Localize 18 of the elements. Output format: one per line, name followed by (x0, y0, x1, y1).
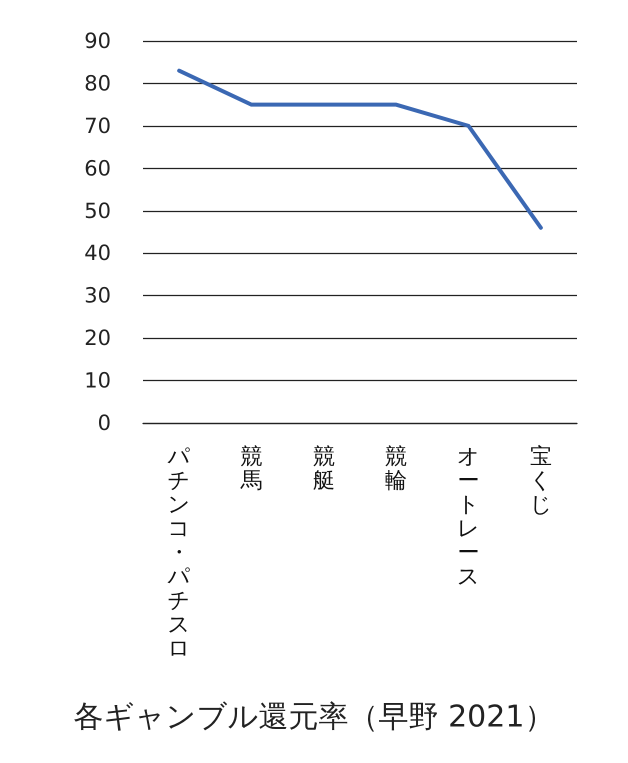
y-tick-label: 10 (84, 368, 111, 393)
y-tick-label: 60 (84, 156, 111, 180)
y-tick-label: 90 (84, 29, 111, 53)
y-tick-label: 20 (84, 326, 111, 350)
text: 各ギャンブル還元率（早野 2021） (74, 700, 554, 734)
x-tick-label: 競輪 (385, 444, 408, 494)
x-tick-label: オートレース (457, 444, 480, 590)
y-tick-label: 0 (98, 411, 111, 435)
y-tick-label: 80 (84, 71, 111, 96)
x-tick-label: 宝くじ (529, 444, 552, 518)
y-tick-label: 40 (84, 241, 111, 266)
category-label: パチンコ・パチスロ (168, 444, 191, 662)
x-tick-label: 競馬 (240, 444, 262, 494)
y-tick-label: 50 (84, 198, 111, 223)
line-series (177, 68, 543, 230)
y-tick-label: 70 (84, 114, 111, 138)
x-tick-label: 競艇 (312, 444, 335, 494)
y-tick-label: 30 (84, 284, 111, 308)
